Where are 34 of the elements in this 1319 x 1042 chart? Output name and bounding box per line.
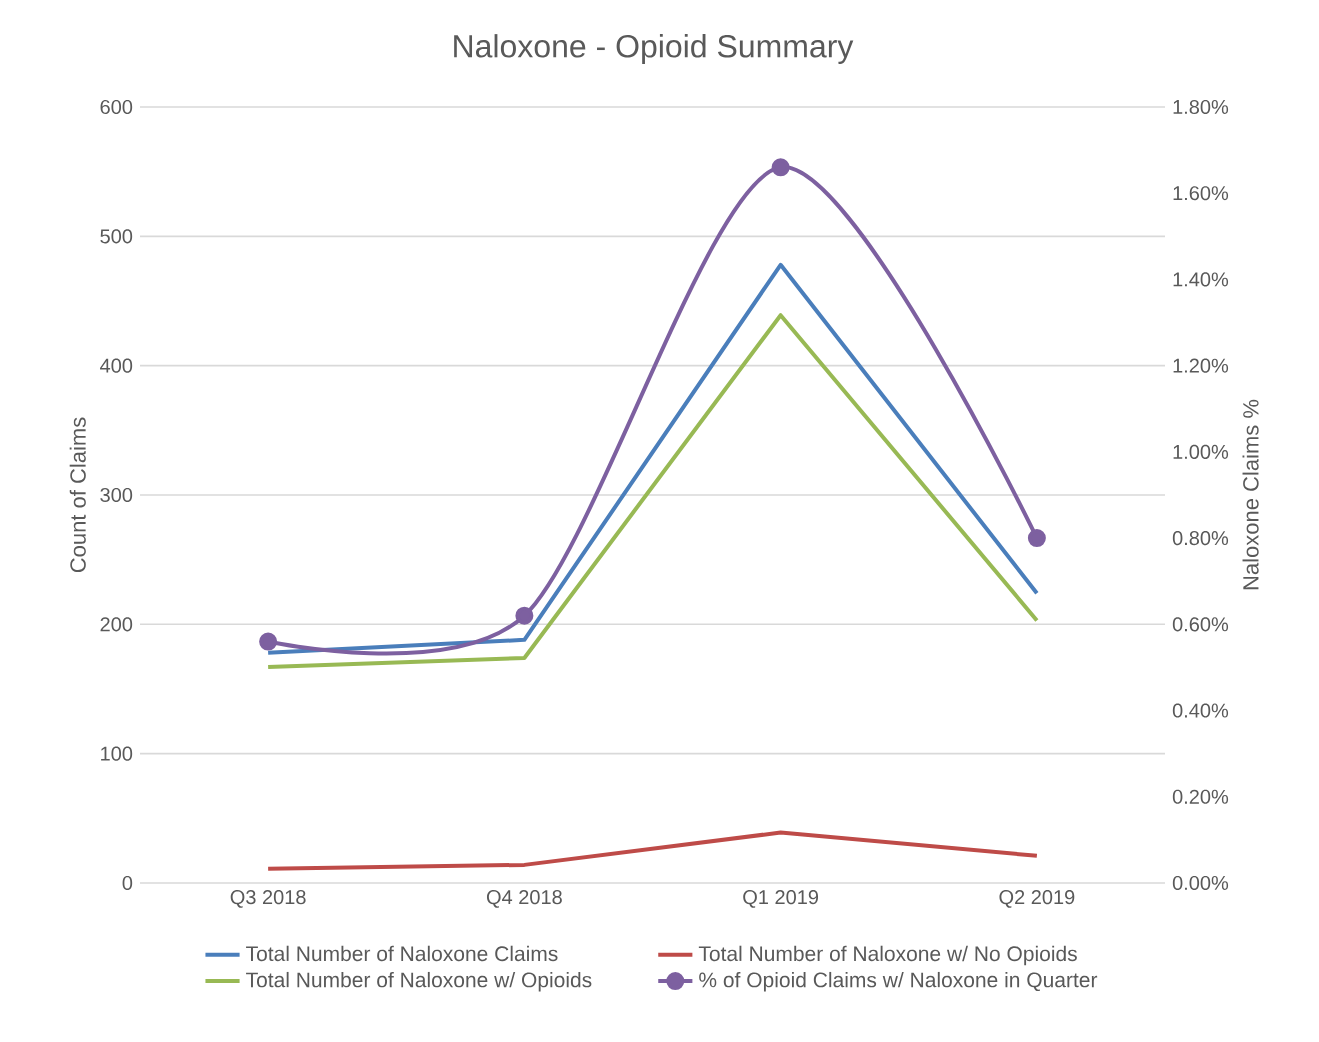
y2-tick-label: 1.20% bbox=[1173, 358, 1229, 373]
y2-tick-label: 1.80% bbox=[1173, 99, 1229, 115]
chart-title: Naloxone - Opioid Summary bbox=[454, 34, 854, 64]
line-series bbox=[266, 830, 1039, 871]
y-tick-label: 200 bbox=[100, 617, 133, 632]
y-axis-title: Count of Claims bbox=[69, 417, 86, 573]
x-tick-label: Q4 2018 bbox=[486, 890, 562, 908]
y2-tick-label: 0.60% bbox=[1172, 617, 1229, 632]
y2-tick-label: 0.40% bbox=[1172, 703, 1229, 718]
legend-label: Total Number of Naloxone w/ Opioids bbox=[246, 971, 592, 992]
y2-tick-label: 0.00% bbox=[1172, 875, 1229, 891]
y-tick-label: 600 bbox=[100, 99, 133, 115]
y2-tick-label: 0.80% bbox=[1172, 531, 1229, 546]
y-tick-label: 500 bbox=[100, 229, 133, 244]
line-series bbox=[266, 313, 1039, 669]
y-tick-label: 400 bbox=[100, 358, 133, 373]
x-tick-label: Q2 2019 bbox=[999, 890, 1075, 908]
legend-label: Total Number of Naloxone Claims bbox=[246, 945, 558, 962]
y2-tick-label: 0.20% bbox=[1172, 789, 1229, 804]
y-tick-label: 0 bbox=[122, 875, 133, 891]
point bbox=[1027, 529, 1046, 548]
y2-axis-title: Naloxone Claims % bbox=[1242, 399, 1259, 590]
legend-label: Total Number of Naloxone w/ No Opioids bbox=[698, 945, 1077, 966]
y2-tick-label: 1.00% bbox=[1173, 444, 1229, 459]
point bbox=[515, 606, 534, 625]
legend-label: % of Opioid Claims w/ Naloxone in Quarter bbox=[699, 971, 1098, 992]
point bbox=[771, 158, 790, 177]
x-tick-label: Q3 2018 bbox=[230, 890, 306, 908]
x-tick-label: Q1 2019 bbox=[743, 890, 819, 908]
point bbox=[259, 632, 278, 651]
y2-tick-label: 1.60% bbox=[1173, 186, 1229, 201]
y-tick-label: 300 bbox=[100, 487, 133, 503]
y-tick-label: 100 bbox=[101, 746, 133, 761]
y2-tick-label: 1.40% bbox=[1173, 272, 1229, 287]
